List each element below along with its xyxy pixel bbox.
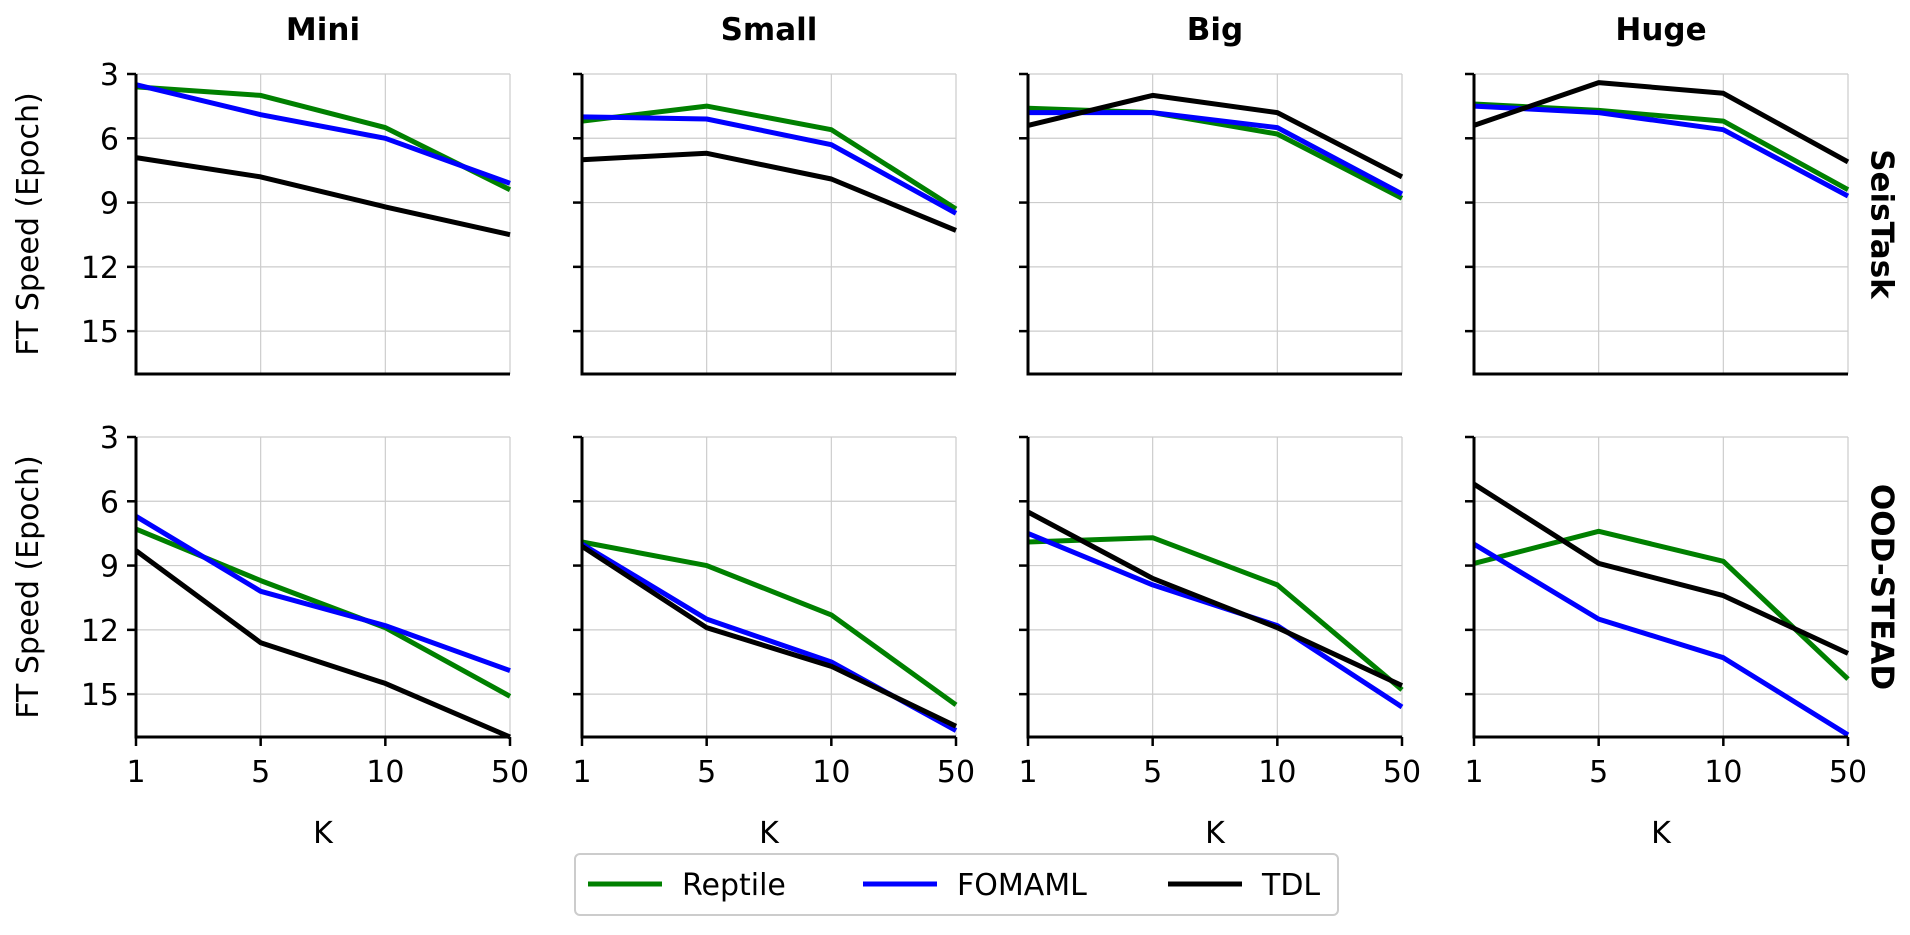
x-tick-label: 1 (1018, 755, 1037, 790)
series-line-tdl (580, 544, 958, 729)
x-tick-label: 5 (251, 755, 270, 790)
series-line-tdl (134, 548, 511, 740)
series-line-reptile (1473, 528, 1850, 681)
y-tick-label: 6 (100, 485, 119, 520)
series-line-reptile (581, 103, 958, 212)
y-tick-label: 12 (81, 614, 119, 649)
x-tick-label: 10 (366, 755, 404, 790)
row-title: SeisTask (1864, 149, 1900, 300)
x-tick-label: 10 (812, 755, 850, 790)
column-title: Small (721, 12, 818, 48)
series-line-fomaml (581, 114, 958, 216)
series-line-tdl (1472, 481, 1850, 656)
column-title: Big (1187, 12, 1243, 48)
x-tick-label: 10 (1704, 755, 1742, 790)
y-axis-label: FT Speed (Epoch) (11, 455, 46, 718)
panel-seistask-big: Big (1019, 12, 1404, 376)
series-line-reptile (135, 526, 512, 699)
x-tick-label: 1 (1464, 755, 1483, 790)
y-tick-label: 9 (100, 187, 119, 222)
series-line-reptile (581, 539, 958, 707)
y-tick-label: 15 (81, 678, 119, 713)
x-tick-label: 1 (572, 755, 591, 790)
x-axis-label: K (313, 816, 334, 851)
legend: Reptile FOMAML TDL (574, 853, 1339, 916)
y-axis-label: FT Speed (Epoch) (11, 92, 46, 355)
y-tick-label: 9 (100, 550, 119, 585)
y-tick-label: 6 (100, 122, 119, 157)
series-line-fomaml (134, 514, 511, 673)
row-title: OOD-STEAD (1864, 484, 1900, 690)
x-axis-label: K (759, 816, 780, 851)
y-tick-label: 12 (81, 251, 119, 286)
series-line-tdl (581, 150, 957, 233)
series-line-reptile (1473, 101, 1850, 192)
panel-seistask-huge: Huge SeisTask (1465, 12, 1900, 376)
legend-label-reptile: Reptile (682, 868, 786, 903)
panel-seistask-mini: 3 6 9 12 15 Mini FT Speed (Epoch) (11, 12, 512, 376)
series-line-fomaml (580, 541, 958, 733)
x-axis-label: K (1651, 816, 1672, 851)
x-tick-label: 5 (697, 755, 716, 790)
x-tick-label: 50 (937, 755, 975, 790)
y-tick-label: 3 (100, 421, 119, 456)
y-tick-label: 15 (81, 315, 119, 350)
column-title: Mini (286, 12, 360, 48)
column-title: Huge (1615, 12, 1706, 48)
y-tick-label: 3 (100, 58, 119, 93)
x-tick-label: 50 (1383, 755, 1421, 790)
panel-seistask-small: Small (573, 12, 958, 376)
legend-label-fomaml: FOMAML (957, 868, 1087, 903)
legend-label-tdl: TDL (1261, 868, 1320, 903)
panel-ood-stead-small: 1 5 10 50 K (572, 435, 975, 851)
panel-ood-stead-big: 1 5 10 50 K (1018, 435, 1421, 851)
series-line-reptile (1027, 535, 1404, 692)
x-tick-label: 50 (491, 755, 529, 790)
x-axis-label: K (1205, 816, 1226, 851)
x-tick-label: 50 (1829, 755, 1867, 790)
series-line-fomaml (1473, 103, 1850, 199)
series-line-tdl (135, 155, 511, 238)
legend-box (574, 853, 1339, 916)
series-line-fomaml (135, 82, 511, 186)
series-line-fomaml (1472, 541, 1850, 738)
series-line-tdl (1027, 92, 1404, 180)
panel-ood-stead-huge: 1 5 10 50 K OOD-STEAD (1464, 435, 1900, 851)
x-tick-label: 10 (1258, 755, 1296, 790)
x-tick-label: 1 (126, 755, 145, 790)
series-line-tdl (1473, 80, 1850, 165)
series-line-tdl (1026, 509, 1404, 688)
x-tick-label: 5 (1143, 755, 1162, 790)
x-tick-label: 5 (1589, 755, 1608, 790)
